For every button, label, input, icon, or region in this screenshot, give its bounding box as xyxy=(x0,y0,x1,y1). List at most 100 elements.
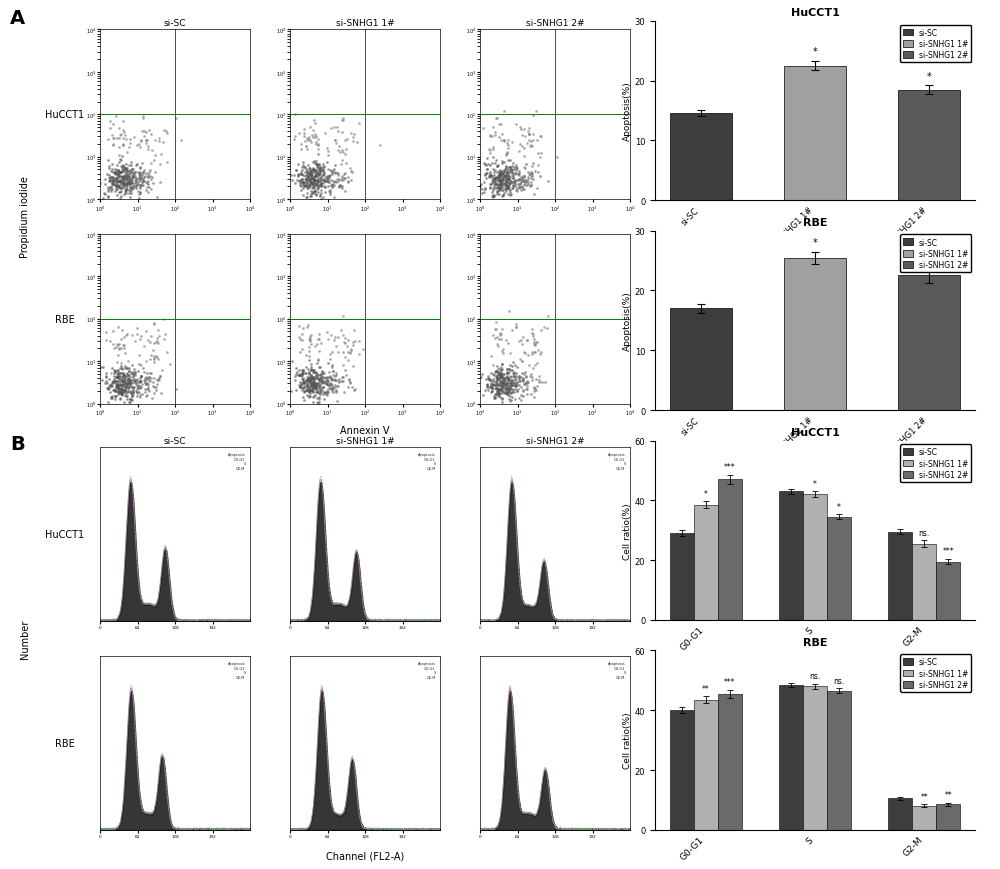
Point xyxy=(505,373,521,387)
Title: RBE: RBE xyxy=(803,637,827,647)
Point xyxy=(332,179,348,193)
Point xyxy=(326,373,342,387)
Point xyxy=(491,174,507,188)
Point xyxy=(287,130,303,144)
Point xyxy=(310,170,326,184)
Point xyxy=(132,173,148,187)
Point xyxy=(110,372,126,386)
Point xyxy=(101,175,117,189)
Point xyxy=(119,182,135,196)
Text: Propidium iodide: Propidium iodide xyxy=(20,176,30,258)
Point xyxy=(304,375,320,389)
Point xyxy=(113,128,129,142)
Point xyxy=(113,382,129,396)
Point xyxy=(501,180,517,194)
Point xyxy=(537,375,553,389)
Point xyxy=(110,348,126,362)
Point xyxy=(305,376,321,390)
Point xyxy=(111,171,127,185)
Text: *: * xyxy=(813,237,817,248)
Point xyxy=(322,348,338,362)
Point xyxy=(308,380,324,394)
Point xyxy=(490,185,506,199)
Point xyxy=(484,381,500,395)
Point xyxy=(508,370,524,384)
Point xyxy=(293,377,309,391)
Point xyxy=(304,187,320,201)
Point xyxy=(288,383,304,397)
Point xyxy=(116,196,132,209)
Point xyxy=(116,169,132,183)
Point xyxy=(306,163,322,176)
Point xyxy=(283,385,299,399)
Point xyxy=(295,176,311,189)
Point xyxy=(320,176,336,189)
Point xyxy=(135,362,151,376)
Point xyxy=(109,179,125,193)
Point xyxy=(317,376,333,390)
Point xyxy=(312,368,328,382)
Point xyxy=(346,128,362,142)
Text: Apoptosis
G0-G1
S
G2-M: Apoptosis G0-G1 S G2-M xyxy=(418,453,436,470)
Point xyxy=(313,372,329,386)
Point xyxy=(497,169,513,183)
Point xyxy=(115,173,131,187)
Point xyxy=(306,373,322,387)
Point xyxy=(319,325,335,339)
Point xyxy=(519,382,535,396)
Point xyxy=(503,370,519,384)
Point xyxy=(121,364,137,378)
Point xyxy=(113,333,129,347)
Point xyxy=(338,156,354,170)
Point xyxy=(536,321,552,335)
Point xyxy=(302,165,318,179)
Point xyxy=(306,155,322,169)
Point xyxy=(296,381,312,395)
Point xyxy=(502,162,518,176)
Point xyxy=(311,391,327,405)
Point xyxy=(107,389,123,403)
Point xyxy=(493,371,509,385)
Point xyxy=(302,383,318,397)
Point xyxy=(121,166,137,180)
Point xyxy=(308,178,324,192)
Point xyxy=(335,112,351,126)
Point xyxy=(327,159,343,173)
Point xyxy=(517,366,533,380)
Point xyxy=(319,171,335,185)
Point xyxy=(295,391,311,405)
Point xyxy=(113,160,129,174)
Point xyxy=(320,180,336,194)
Point xyxy=(109,377,125,391)
Point xyxy=(305,374,321,388)
Point xyxy=(340,354,356,368)
Point xyxy=(499,182,515,196)
Point xyxy=(303,169,319,182)
Point xyxy=(304,379,320,393)
Point xyxy=(108,171,124,185)
Point xyxy=(498,385,514,399)
Point xyxy=(490,159,506,173)
Point xyxy=(489,181,505,195)
Point xyxy=(305,181,321,195)
Point xyxy=(308,176,324,190)
Point xyxy=(112,175,128,189)
Point xyxy=(511,173,527,187)
Y-axis label: Apoptosis(%): Apoptosis(%) xyxy=(623,82,632,141)
Point xyxy=(118,133,134,147)
Point xyxy=(484,381,500,395)
Point xyxy=(109,380,125,394)
Point xyxy=(302,166,318,180)
Point xyxy=(300,378,316,392)
Point xyxy=(114,385,130,399)
Point xyxy=(509,384,525,398)
Text: **: ** xyxy=(945,790,952,799)
Point xyxy=(489,374,505,388)
Point xyxy=(307,163,323,177)
Point xyxy=(119,369,135,383)
Point xyxy=(489,377,505,391)
Point xyxy=(330,169,346,182)
Point xyxy=(327,167,343,181)
Point xyxy=(527,339,543,353)
Point xyxy=(320,333,336,347)
